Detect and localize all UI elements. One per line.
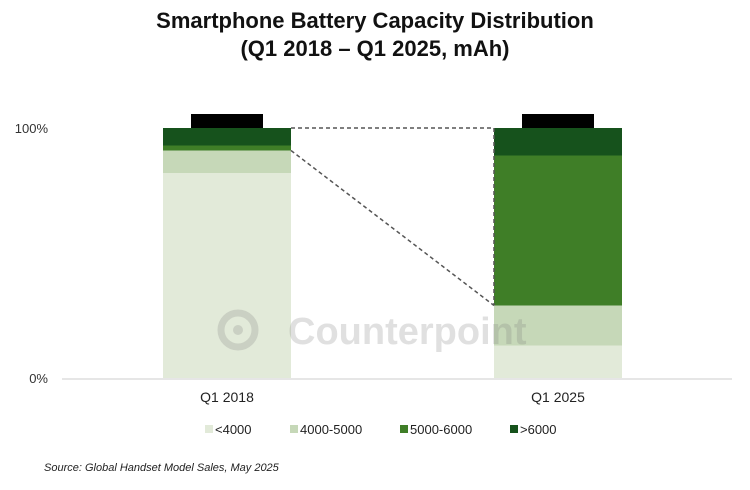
bar-segment — [494, 155, 622, 306]
watermark-logo-dot — [233, 325, 243, 335]
counterpoint-watermark: Counterpoint — [217, 309, 527, 353]
bar-segment — [163, 173, 291, 378]
legend-marker — [290, 425, 298, 433]
connector-line — [290, 149, 495, 307]
bar-segment — [163, 145, 291, 151]
legend-marker — [400, 425, 408, 433]
source-note: Source: Global Handset Model Sales, May … — [44, 462, 279, 474]
chart-subtitle: (Q1 2018 – Q1 2025, mAh) — [240, 36, 510, 61]
bar-segment — [163, 150, 291, 173]
bar-segment — [494, 305, 622, 346]
watermark-logo-ring — [217, 309, 259, 351]
legend-marker — [205, 425, 213, 433]
watermark-text: Counterpoint — [288, 311, 527, 353]
bar-segment — [494, 345, 622, 378]
battery-terminal — [522, 114, 594, 128]
legend-label: 4000-5000 — [300, 422, 362, 437]
bar-segment — [163, 128, 291, 146]
bar-segment — [494, 128, 622, 156]
x-tick-label: Q1 2018 — [200, 389, 254, 405]
battery-terminal — [191, 114, 263, 128]
y-tick-label: 100% — [15, 121, 49, 136]
legend-label: 5000-6000 — [410, 422, 472, 437]
legend-label: >6000 — [520, 422, 557, 437]
x-tick-label: Q1 2025 — [531, 389, 585, 405]
legend-label: <4000 — [215, 422, 252, 437]
chart-title: Smartphone Battery Capacity Distribution — [156, 8, 594, 33]
y-tick-label: 0% — [29, 371, 48, 386]
legend-marker — [510, 425, 518, 433]
